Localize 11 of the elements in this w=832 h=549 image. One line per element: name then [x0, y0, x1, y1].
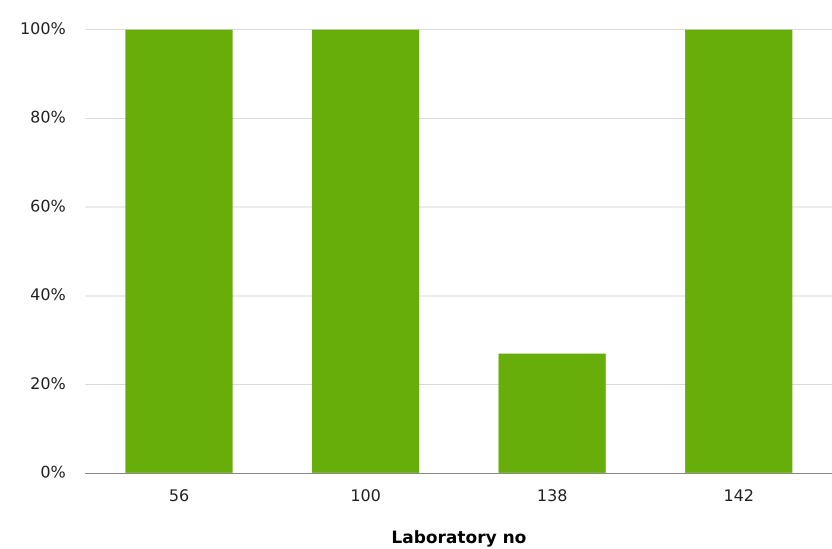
y-tick-label: 20%: [30, 374, 66, 393]
y-tick-label: 60%: [30, 196, 66, 216]
x-tick-label: 100: [350, 486, 381, 506]
y-tick-label: 0%: [40, 462, 66, 482]
x-axis-title: Laboratory no: [391, 528, 526, 548]
x-tick-label: 138: [536, 486, 568, 506]
y-tick-label: 100%: [20, 18, 66, 38]
y-tick-label: 40%: [30, 285, 66, 304]
x-tick-label: 56: [168, 486, 190, 506]
y-tick-label: 80%: [30, 108, 66, 127]
x-tick-label: 142: [723, 486, 754, 506]
